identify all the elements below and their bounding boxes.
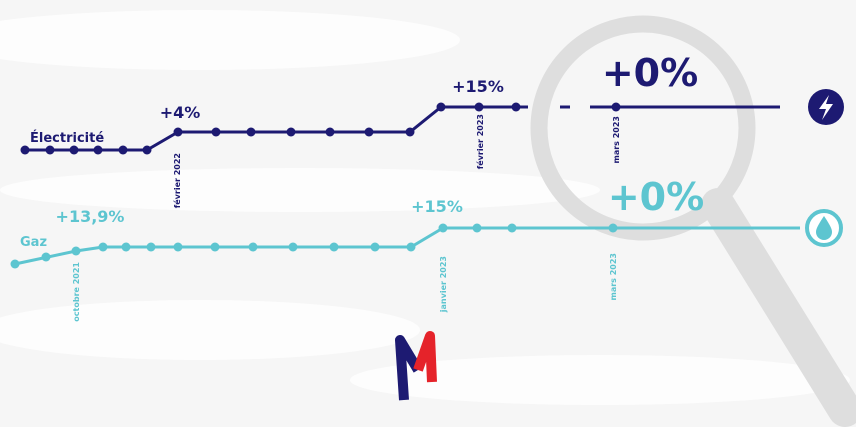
change-value: +0% [602, 51, 698, 95]
series-label: Gaz [20, 235, 47, 250]
electricity-line: Électricité +4% février 2022 +15% février 20… [20, 51, 780, 208]
dot [370, 242, 380, 252]
dot [405, 127, 415, 137]
dot [98, 242, 108, 252]
dot [71, 246, 81, 256]
dot [142, 145, 152, 155]
dot [472, 223, 482, 233]
dot [45, 145, 55, 155]
dot [288, 242, 298, 252]
dot [438, 223, 448, 233]
dot [406, 242, 416, 252]
dot [611, 102, 621, 112]
series-label: Électricité [30, 130, 104, 146]
dot [436, 102, 446, 112]
gas-icon [805, 209, 843, 247]
dot [10, 259, 20, 269]
dot [69, 145, 79, 155]
dot [210, 242, 220, 252]
dot [173, 242, 183, 252]
change-value: +15% [452, 77, 504, 96]
dot [329, 242, 339, 252]
dot [93, 145, 103, 155]
dot [173, 127, 183, 137]
dot [325, 127, 335, 137]
dot [507, 223, 517, 233]
change-date: février 2023 [475, 114, 485, 169]
dot [511, 102, 521, 112]
dot [146, 242, 156, 252]
gas-line: Gaz +13,9% octobre 2021 +15% janvier 2023 +0%… [10, 175, 800, 322]
background-texture [0, 10, 850, 405]
dot [608, 223, 618, 233]
dot [246, 127, 256, 137]
change-date: février 2022 [172, 153, 182, 208]
dot [248, 242, 258, 252]
change-date: octobre 2021 [72, 262, 81, 322]
change-date: mars 2023 [609, 253, 618, 301]
change-date: mars 2023 [612, 116, 621, 164]
line [25, 105, 780, 152]
dot [121, 242, 131, 252]
logo [395, 331, 437, 401]
change-value: +4% [160, 103, 201, 122]
magnifier [530, 15, 856, 427]
electricity-icon [808, 89, 844, 125]
change-date: janvier 2023 [439, 256, 448, 313]
dot [118, 145, 128, 155]
change-value: +0% [608, 175, 704, 219]
dot [286, 127, 296, 137]
dot [41, 252, 51, 262]
dot [364, 127, 374, 137]
dot [20, 145, 30, 155]
change-value: +13,9% [56, 207, 125, 226]
change-value: +15% [411, 197, 463, 216]
dot [474, 102, 484, 112]
dot [211, 127, 221, 137]
